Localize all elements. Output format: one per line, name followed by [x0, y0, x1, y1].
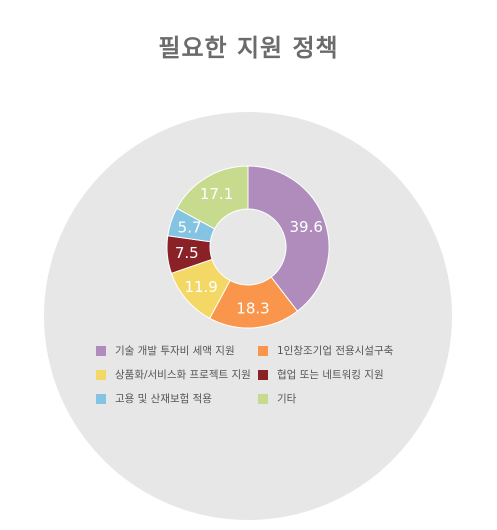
data-label-4: 7.5	[175, 244, 199, 262]
legend-label: 1인창조기업 전용시설구축	[277, 345, 394, 357]
legend-label: 상품화/서비스화 프로젝트 지원	[115, 369, 251, 381]
legend-swatch	[258, 345, 268, 356]
slices	[166, 165, 330, 329]
legend-label: 협업 또는 네트워킹 지원	[277, 369, 384, 381]
legend-item-4: 협업 또는 네트워킹 지원	[258, 367, 426, 382]
data-label-6: 17.1	[200, 185, 233, 203]
legend-item-1: 기술 개발 투자비 세액 지원	[96, 343, 258, 358]
legend-label: 기타	[277, 393, 297, 405]
legend-item-2: 1인창조기업 전용시설구축	[258, 343, 426, 358]
data-labels: 39.6 18.3 11.9 7.5 5.7 17.1	[175, 185, 323, 317]
legend-item-5: 고용 및 산재보험 적용	[96, 391, 258, 406]
legend-swatch	[96, 369, 106, 380]
legend-swatch	[96, 345, 106, 356]
legend-swatch	[96, 393, 106, 404]
legend-label: 기술 개발 투자비 세액 지원	[115, 345, 235, 357]
data-label-5: 5.7	[178, 219, 202, 237]
legend-swatch	[258, 393, 268, 404]
slice-6	[176, 165, 249, 230]
chart-title: 필요한 지원 정책	[158, 34, 339, 62]
legend-label: 고용 및 산재보험 적용	[115, 393, 212, 405]
legend-item-6: 기타	[258, 391, 426, 406]
data-label-3: 11.9	[184, 278, 217, 296]
legend-item-3: 상품화/서비스화 프로젝트 지원	[96, 367, 258, 382]
legend-swatch	[258, 369, 268, 380]
slice-1	[247, 165, 330, 312]
data-label-2: 18.3	[236, 299, 269, 317]
data-label-1: 39.6	[290, 218, 323, 236]
